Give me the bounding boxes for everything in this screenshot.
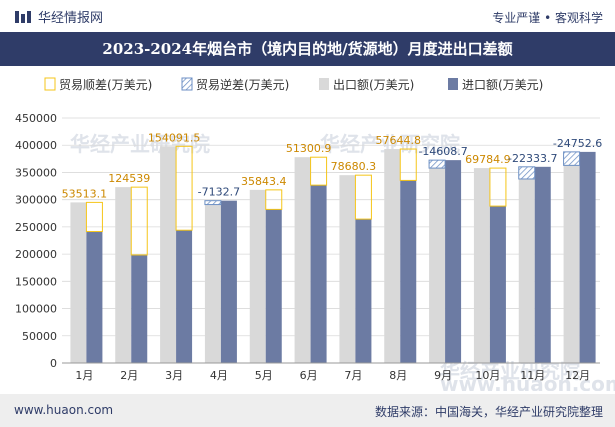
import-bar [176,230,193,363]
import-bar [579,151,596,363]
y-tick-label: 200000 [15,248,57,261]
x-tick-label: 2月 [120,369,138,382]
x-tick-label: 12月 [565,369,590,382]
title-bar: 2023-2024年烟台市（境内目的地/货源地）月度进出口差额 [0,32,615,66]
import-bar [86,231,103,363]
data-label: 35843.4 [241,175,287,188]
export-bar [249,189,266,363]
x-tick-label: 4月 [210,369,228,382]
chart-title: 2023-2024年烟台市（境内目的地/货源地）月度进出口差额 [102,40,513,58]
import-bar [310,185,327,363]
data-label: 57644.8 [376,134,422,147]
data-label: -7132.7 [198,186,240,199]
surplus-box [130,186,148,256]
x-tick-label: 8月 [389,369,407,382]
data-label: 154091.5 [148,131,201,144]
surplus-box [265,189,283,210]
surplus-box [85,201,103,233]
data-label: 124539 [108,172,150,185]
data-label: -22333.7 [508,152,557,165]
export-bar [473,168,490,363]
watermark-text: www.huaon.com [440,372,615,391]
legend-label: 贸易逆差(万美元) [196,77,289,92]
surplus-box [310,156,328,186]
surplus-box [354,174,372,220]
data-source: 数据来源：中国海关，华经产业研究院整理 [374,405,603,419]
surplus-box [175,145,193,231]
y-tick-label: 450000 [15,112,57,125]
deficit-box [563,151,581,166]
legend-label: 出口额(万美元) [333,78,414,92]
brand-name: 华经情报网 [38,11,104,26]
deficit-box [518,166,536,180]
import-bar [534,166,551,363]
legend-label: 贸易顺差(万美元) [59,78,152,92]
export-bar [70,202,87,363]
legend-swatch [448,78,458,90]
y-axis: 0 50000 100000 150000 200000 250000 300000 3500… [15,112,57,370]
x-tick-label: 9月 [434,369,452,382]
x-axis: 1月 2月 3月 4月 5月 6月 7月 8月 9月 10月 11月 12月 [62,362,600,382]
x-tick-label: 6月 [300,369,318,382]
import-bar [265,209,282,363]
x-tick-label: 10月 [475,369,500,382]
slogan: 专业严谨 • 客观科学 [492,11,603,25]
x-tick-label: 5月 [255,369,273,382]
huajing-logo-icon [15,10,31,23]
bars [70,145,596,363]
y-tick-label: 50000 [22,330,57,343]
surplus-box [489,167,507,207]
export-bar [115,187,132,363]
data-label: 69784.9 [465,153,511,166]
data-label: 53513.1 [62,187,108,200]
import-bar [445,160,462,363]
x-tick-label: 3月 [165,369,183,382]
y-tick-label: 150000 [15,275,57,288]
y-tick-label: 0 [50,357,57,370]
data-label: -14608.7 [418,145,467,158]
y-tick-label: 300000 [15,194,57,207]
y-tick-label: 350000 [15,166,57,179]
data-label: -24752.6 [553,137,602,150]
import-bar [220,200,237,363]
site-url[interactable]: www.huaon.com [14,403,114,417]
brand[interactable]: 华经情报网 [14,7,103,26]
import-bar [489,206,506,363]
import-bar [355,219,372,363]
legend-swatch [181,77,193,91]
legend-swatch [319,78,329,90]
export-bar [204,204,221,363]
deficit-box [204,200,222,206]
legend-swatch [44,77,56,91]
export-bar [294,157,311,363]
import-bar [131,254,148,363]
x-tick-label: 7月 [344,369,362,382]
y-tick-label: 400000 [15,139,57,152]
export-bar [384,149,401,363]
x-tick-label: 1月 [75,369,93,382]
footer: www.huaon.com 数据来源：中国海关，华经产业研究院整理 [0,394,615,427]
x-tick-label: 11月 [520,369,545,382]
export-bar [429,168,446,363]
deficit-box [428,159,446,169]
top-bar: 华经情报网 专业严谨 • 客观科学 [0,0,615,32]
legend-label: 进口额(万美元) [462,78,543,92]
export-bar [160,146,177,363]
export-bar [563,165,580,363]
y-tick-label: 100000 [15,303,57,316]
export-bar [339,175,356,363]
surplus-box [399,148,417,181]
legend: 贸易顺差(万美元) 贸易逆差(万美元) 出口额(万美元) 进口额(万美元) [44,77,543,92]
y-tick-label: 250000 [15,221,57,234]
import-bar [400,180,417,363]
export-bar [518,178,535,363]
data-label: 51300.9 [286,142,332,155]
watermark-text: 华经产业研究院 [70,132,210,156]
data-label: 78680.3 [331,160,377,173]
